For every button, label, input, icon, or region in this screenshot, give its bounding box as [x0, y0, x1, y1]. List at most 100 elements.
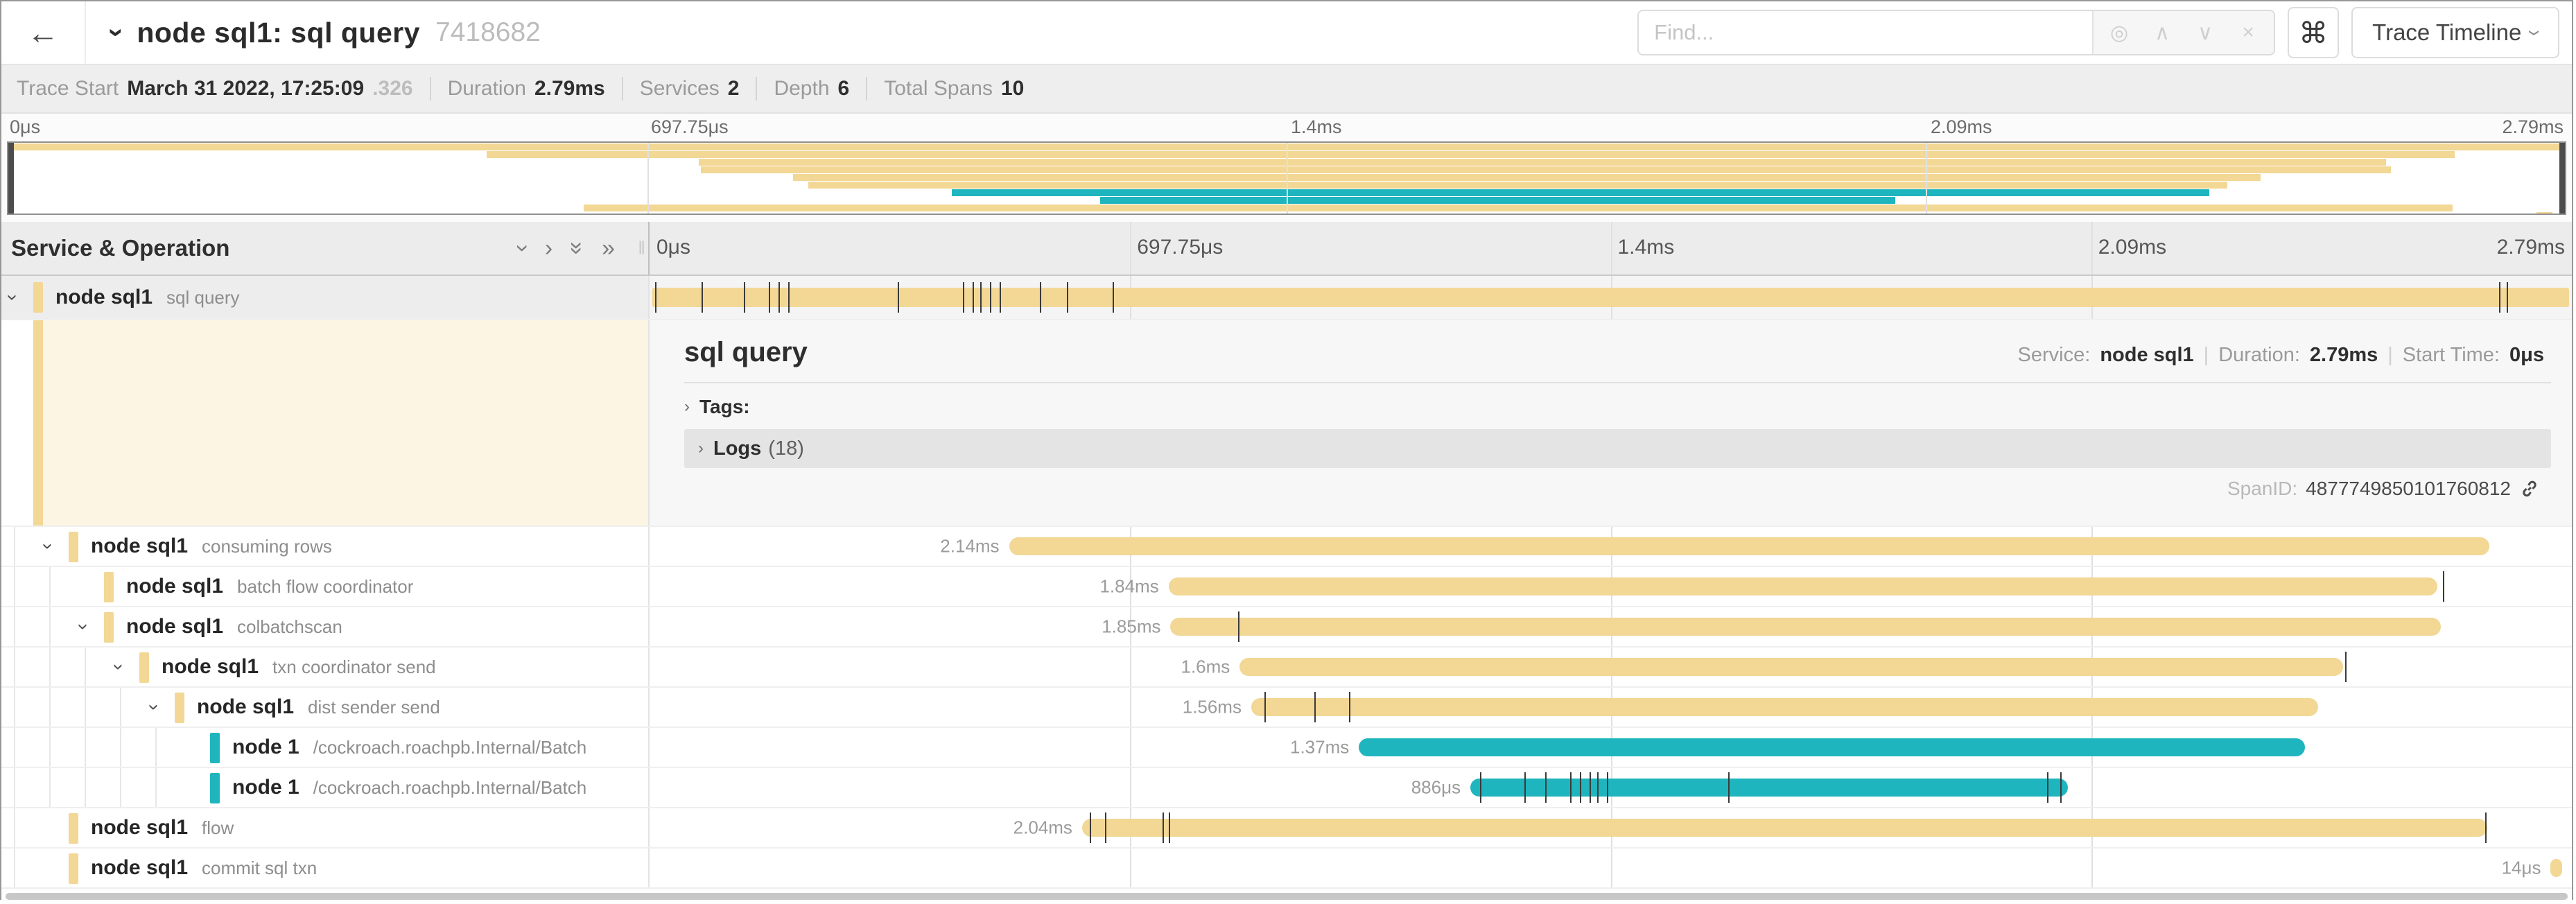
span-operation-name: colbatchscan — [237, 616, 342, 637]
collapse-trace-icon[interactable]: › — [101, 28, 132, 37]
span-row[interactable]: node sql1 commit sql txn 14μs — [1, 849, 2572, 889]
chevron-down-icon[interactable]: › — [108, 663, 130, 670]
span-timeline-cell[interactable] — [650, 276, 2572, 319]
tree-guide-line — [49, 567, 51, 606]
span-tree-item[interactable]: › node sql1 txn coordinator send — [1, 647, 650, 686]
span-row[interactable]: node 1/cockroach.roachpb.Internal/Batch 1… — [1, 728, 2572, 768]
back-button[interactable]: ← — [1, 1, 86, 64]
span-detail-left-gutter — [1, 320, 650, 525]
span-tree-item[interactable]: node sql1 commit sql txn — [1, 849, 650, 887]
tree-guide-line — [14, 647, 15, 686]
span-row[interactable]: node sql1 batch flow coordinator 1.84ms — [1, 567, 2572, 607]
span-timeline-cell[interactable]: 1.37ms — [650, 728, 2572, 767]
span-timeline-cell[interactable]: 1.85ms — [650, 607, 2572, 646]
span-duration-bar[interactable] — [1251, 698, 2318, 716]
chevron-down-icon[interactable]: › — [73, 623, 95, 630]
minimap-span-bar — [12, 144, 2561, 150]
span-timeline-cell[interactable]: 2.14ms — [650, 527, 2572, 566]
span-tree-item[interactable]: node 1/cockroach.roachpb.Internal/Batch — [1, 728, 650, 767]
span-row[interactable]: › node sql1 dist sender send 1.56ms — [1, 688, 2572, 728]
span-labels: node sql1 txn coordinator send — [162, 655, 436, 679]
bottom-scrollbar[interactable] — [1, 889, 2572, 904]
logs-section[interactable]: › Logs (18) — [684, 429, 2551, 468]
grid-line — [2091, 768, 2093, 807]
span-duration-label: 14μs — [2501, 857, 2541, 878]
timeline-minimap[interactable] — [7, 141, 2566, 215]
prev-result-icon[interactable]: ∧ — [2155, 21, 2170, 44]
minimap-spans — [8, 143, 2565, 214]
span-timeline-cell[interactable]: 1.6ms — [650, 647, 2572, 686]
span-duration-bar[interactable] — [1359, 738, 2305, 756]
span-tree-item[interactable]: node 1/cockroach.roachpb.Internal/Batch — [1, 768, 650, 807]
ruler-label: 1.4ms — [1617, 236, 1675, 259]
span-duration-label: 2.14ms — [940, 535, 1000, 557]
span-row[interactable]: › node sql1 consuming rows 2.14ms — [1, 527, 2572, 567]
span-duration-bar[interactable] — [1239, 658, 2343, 676]
log-marker — [1105, 812, 1107, 843]
span-row[interactable]: › node sql1 txn coordinator send 1.6ms — [1, 647, 2572, 688]
expand-one-icon[interactable]: › — [544, 235, 553, 261]
span-tree-item[interactable]: › node sql1 dist sender send — [1, 688, 650, 727]
log-marker — [2485, 812, 2487, 843]
span-row[interactable]: node sql1 flow 2.04ms — [1, 808, 2572, 849]
span-timeline-cell[interactable]: 886μs — [650, 768, 2572, 807]
logs-label: Logs — [713, 437, 762, 460]
span-timeline-cell[interactable]: 14μs — [650, 849, 2572, 887]
span-duration-bar[interactable] — [1168, 577, 2437, 596]
span-duration-bar[interactable] — [652, 288, 2569, 307]
span-tree-item[interactable]: node sql1 flow — [1, 808, 650, 847]
divider — [684, 382, 2551, 383]
focus-match-icon[interactable]: ◎ — [2110, 21, 2129, 44]
tags-section[interactable]: › Tags: — [684, 396, 2551, 418]
span-timeline-cell[interactable]: 1.56ms — [650, 688, 2572, 727]
minimap-right-handle[interactable] — [2559, 143, 2565, 214]
chevron-down-icon[interactable]: › — [143, 704, 166, 711]
span-duration-bar[interactable] — [1081, 819, 2487, 837]
search-input[interactable] — [1639, 11, 2093, 54]
view-selector-button[interactable]: Trace Timeline › — [2351, 7, 2559, 58]
log-marker — [768, 282, 770, 313]
expand-all-icon[interactable]: » — [602, 235, 615, 261]
chevron-down-icon: › — [2521, 29, 2551, 36]
span-duration-bar[interactable] — [1470, 779, 2069, 797]
span-tree-item[interactable]: node sql1 batch flow coordinator — [1, 567, 650, 606]
span-duration-bar[interactable] — [1170, 618, 2442, 636]
span-duration-bar[interactable] — [2550, 859, 2563, 877]
span-row[interactable]: › node sql1 sql query — [1, 276, 2572, 320]
span-row[interactable]: › node sql1 colbatchscan 1.85ms — [1, 607, 2572, 647]
chevron-down-icon[interactable]: › — [2, 294, 24, 301]
span-duration-label: 1.84ms — [1099, 575, 1159, 597]
span-row[interactable]: node 1/cockroach.roachpb.Internal/Batch 8… — [1, 768, 2572, 808]
chevron-right-icon: › — [684, 397, 690, 416]
minimap-left-handle[interactable] — [8, 143, 14, 214]
minimap-span-bar — [793, 174, 2261, 181]
log-marker — [1163, 812, 1165, 843]
collapse-one-icon[interactable]: › — [510, 244, 537, 252]
span-tree-item[interactable]: › node sql1 sql query — [1, 276, 650, 319]
scrollbar-thumb[interactable] — [6, 893, 2568, 900]
column-resizer[interactable]: ‖ — [638, 237, 645, 259]
next-result-icon[interactable]: ∨ — [2198, 21, 2213, 44]
span-tree-item[interactable]: › node sql1 consuming rows — [1, 527, 650, 566]
minimap-ruler-label: 697.75μs — [651, 116, 729, 137]
trace-info-label: Services — [639, 77, 720, 100]
span-operation-name: /cockroach.roachpb.Internal/Batch — [313, 737, 587, 758]
collapse-all-icon[interactable]: » — [564, 241, 591, 255]
span-duration-bar[interactable] — [1009, 537, 2489, 555]
log-marker — [2046, 772, 2048, 803]
tree-guide-line — [85, 647, 86, 686]
span-tree-item[interactable]: › node sql1 colbatchscan — [1, 607, 650, 646]
chevron-down-icon[interactable]: › — [37, 543, 60, 550]
span-detail-panel: sql query Service: node sql1 | Duration:… — [650, 320, 2572, 525]
tree-guide-line — [14, 527, 15, 566]
span-service-name: node sql1 — [91, 816, 189, 839]
grid-line — [1130, 607, 1132, 646]
link-icon[interactable] — [2519, 478, 2540, 499]
keyboard-shortcuts-button[interactable]: ⌘ — [2288, 7, 2340, 58]
clear-search-icon[interactable]: × — [2242, 21, 2254, 44]
minimap-span-bar — [951, 189, 2210, 196]
top-bar: ← › node sql1: sql query 7418682 ◎ ∧ ∨ × ⌘ … — [1, 1, 2572, 65]
grid-line — [647, 143, 649, 214]
span-timeline-cell[interactable]: 2.04ms — [650, 808, 2572, 847]
span-timeline-cell[interactable]: 1.84ms — [650, 567, 2572, 606]
